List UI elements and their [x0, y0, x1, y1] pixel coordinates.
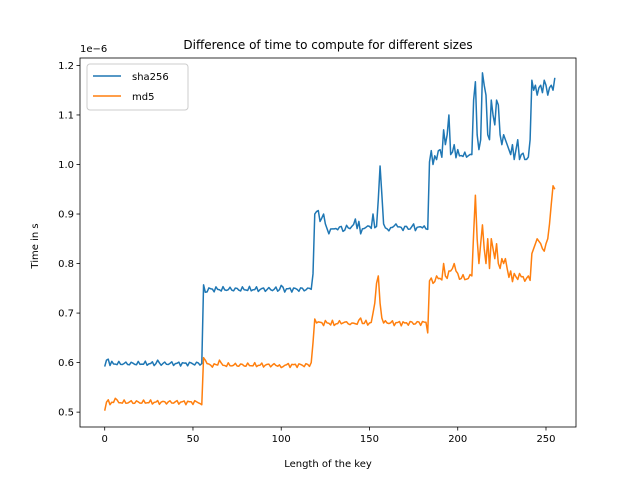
x-tick-label: 0	[102, 434, 108, 445]
y-tick-label: 0.8	[58, 259, 74, 270]
x-tick-label: 200	[448, 434, 467, 445]
axes-frame	[79, 57, 577, 428]
y-tick-label: 0.7	[58, 309, 74, 320]
legend-label-md5: md5	[132, 92, 154, 103]
series-line-sha256	[103, 72, 556, 367]
y-tick-label: 0.6	[58, 358, 74, 369]
legend-frame	[86, 63, 189, 111]
y-scale-label: 1e−6	[80, 44, 107, 55]
series-line-md5	[103, 185, 556, 411]
y-tick-label: 1.1	[58, 110, 74, 121]
y-tick-label: 0.9	[58, 210, 74, 221]
y-axis-title: Time in s	[30, 223, 41, 269]
x-tick-label: 150	[360, 434, 379, 445]
x-tick-label: 100	[272, 434, 291, 445]
plot-area: 0 50 100 150 200 250 0.5 0.6 0.7 0.8 0.9 1.0 1.1 1.2	[58, 57, 577, 445]
legend: sha256 md5	[86, 63, 189, 111]
legend-label-sha256: sha256	[132, 72, 169, 83]
y-tick-label: 1.0	[58, 160, 74, 171]
x-axis-title: Length of the key	[284, 459, 372, 470]
y-tick-label: 1.2	[58, 61, 74, 72]
x-tick-label: 50	[187, 434, 200, 445]
chart-title: Difference of time to compute for differ…	[183, 38, 472, 52]
x-tick-label: 250	[536, 434, 555, 445]
y-tick-label: 0.5	[58, 408, 74, 419]
